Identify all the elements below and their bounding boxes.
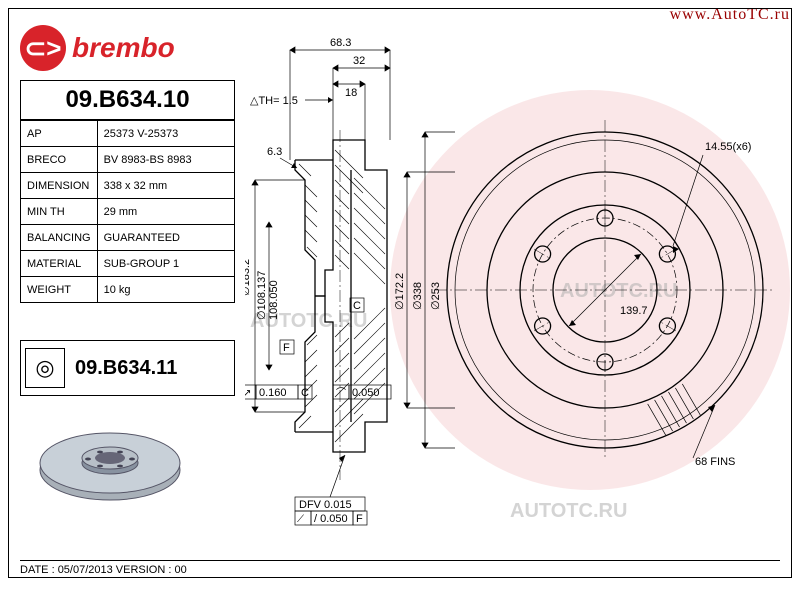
- logo-text: brembo: [72, 32, 175, 64]
- dim-fins: 68 FINS: [695, 456, 735, 468]
- spec-value: 10 kg: [97, 277, 234, 303]
- dim-rim: ∅253: [430, 282, 442, 310]
- spec-value: 338 x 32 mm: [97, 173, 234, 199]
- spec-label: BALANCING: [21, 225, 98, 251]
- table-row: AP25373 V-25373: [21, 121, 235, 147]
- part-number-box: 09.B634.10: [20, 80, 235, 120]
- technical-drawing: 68.3 32 18 △TH= 1.5 6.3: [245, 20, 785, 550]
- svg-text:DFV 0.015: DFV 0.015: [299, 499, 352, 511]
- table-row: BALANCINGGUARANTEED: [21, 225, 235, 251]
- svg-text:/ 0.050: / 0.050: [314, 513, 348, 525]
- dim-span: ∅338: [412, 282, 424, 310]
- spec-table: AP25373 V-25373 BRECOBV 8983-BS 8983 DIM…: [20, 120, 235, 303]
- disc-render: [30, 415, 190, 525]
- dim-outer: ∅183.2: [245, 259, 252, 296]
- table-row: MATERIALSUB-GROUP 1: [21, 251, 235, 277]
- spec-value: 25373 V-25373: [97, 121, 234, 147]
- dim-holes: 14.55(x6): [705, 141, 751, 153]
- spec-value: 29 mm: [97, 199, 234, 225]
- spec-label: BRECO: [21, 147, 98, 173]
- dim-mid: 32: [353, 55, 365, 67]
- svg-text:0.160: 0.160: [259, 387, 287, 399]
- dim-bolt2: 108.050: [268, 280, 280, 320]
- spec-label: AP: [21, 121, 98, 147]
- spec-label: MIN TH: [21, 199, 98, 225]
- alt-part-number: 09.B634.11: [75, 357, 177, 380]
- front-view: 14.55(x6) 139.7 68 FINS: [435, 120, 775, 468]
- svg-text:C: C: [301, 387, 309, 399]
- svg-text:⌒: ⌒: [336, 387, 346, 399]
- spec-value: GUARANTEED: [97, 225, 234, 251]
- alt-part-box: ◎ 09.B634.11: [20, 340, 235, 396]
- dim-overall: 68.3: [330, 37, 351, 49]
- spec-value: SUB-GROUP 1: [97, 251, 234, 277]
- svg-text:⟋: ⟋: [297, 514, 304, 525]
- brembo-logo: ⊂> brembo: [20, 20, 235, 76]
- uv-icon: ◎: [25, 348, 65, 388]
- spec-label: DIMENSION: [21, 173, 98, 199]
- dim-hub: 139.7: [620, 305, 648, 317]
- table-row: WEIGHT10 kg: [21, 277, 235, 303]
- dim-bolt1: ∅108.137: [256, 271, 268, 320]
- part-number: 09.B634.10: [65, 86, 189, 114]
- svg-text:F: F: [356, 513, 363, 525]
- table-row: BRECOBV 8983-BS 8983: [21, 147, 235, 173]
- dim-inner: 18: [345, 87, 357, 99]
- dim-chamfer: 6.3: [267, 146, 282, 158]
- spec-label: MATERIAL: [21, 251, 98, 277]
- svg-text:0.050: 0.050: [352, 387, 380, 399]
- dim-th: △TH= 1.5: [250, 95, 298, 107]
- logo-icon: ⊂>: [20, 25, 66, 71]
- dim-inside: ∅172.2: [394, 273, 406, 310]
- section-view: 68.3 32 18 △TH= 1.5 6.3: [245, 37, 391, 525]
- svg-text:↗: ↗: [245, 388, 251, 399]
- spec-label: WEIGHT: [21, 277, 98, 303]
- svg-text:C: C: [353, 300, 361, 312]
- table-row: DIMENSION338 x 32 mm: [21, 173, 235, 199]
- svg-text:F: F: [283, 342, 290, 354]
- table-row: MIN TH29 mm: [21, 199, 235, 225]
- spec-value: BV 8983-BS 8983: [97, 147, 234, 173]
- footer-date: DATE : 05/07/2013 VERSION : 00: [20, 560, 780, 576]
